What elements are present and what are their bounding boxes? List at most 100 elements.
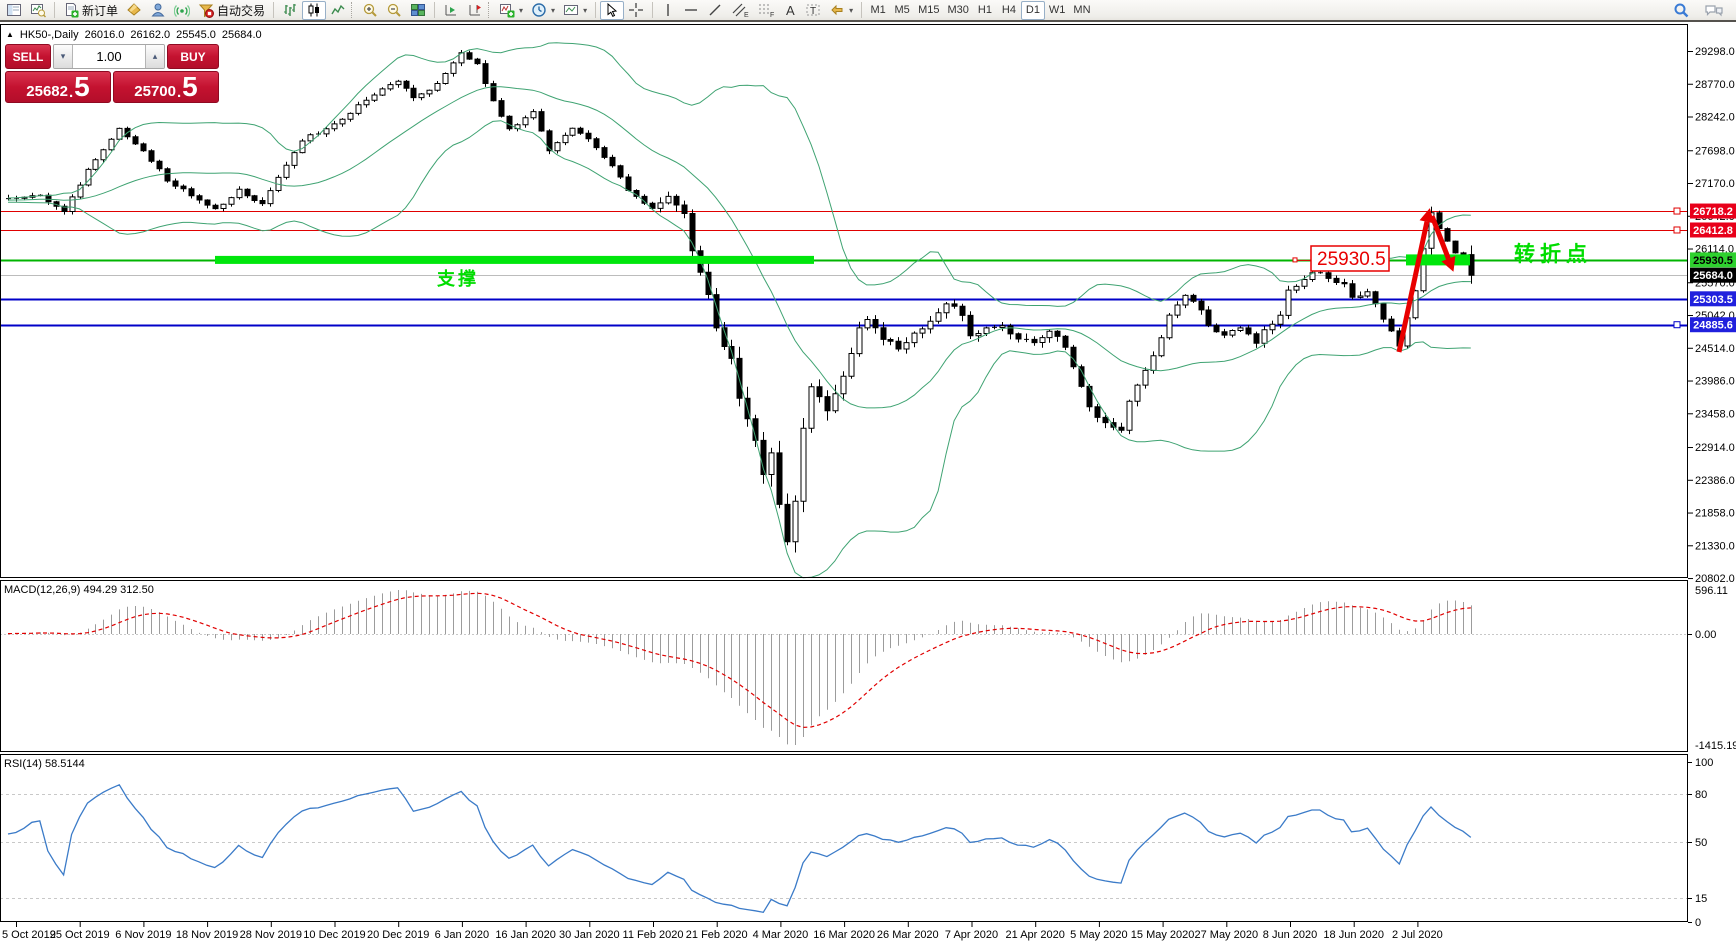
price-badge: 26718.2 <box>1693 206 1733 218</box>
chart-window-body: 29298.028770.028242.027698.027170.026642… <box>0 24 1736 945</box>
trend-arrow <box>1419 208 1435 224</box>
tile-windows-button[interactable] <box>406 1 430 20</box>
chevron-down-icon: ▾ <box>849 5 854 15</box>
volume-stepper: ▾ ▴ <box>53 44 165 69</box>
toolbar: 新订单 自动交易 <box>0 0 1736 22</box>
community-button[interactable] <box>146 1 170 20</box>
auto-scroll-icon <box>443 2 459 18</box>
svg-text:21 Apr 2020: 21 Apr 2020 <box>1006 929 1065 941</box>
buy-button[interactable]: BUY <box>167 44 219 69</box>
zoom-in-button[interactable] <box>358 1 382 20</box>
text-button[interactable]: A <box>779 1 801 20</box>
rsi-panel <box>0 783 1688 914</box>
volume-decrease-button[interactable]: ▾ <box>54 45 73 68</box>
vertical-line-icon <box>661 2 675 18</box>
volume-input[interactable] <box>73 45 145 68</box>
autotrade-button[interactable]: 自动交易 <box>194 1 269 20</box>
sell-price-main: 25682 <box>26 83 68 100</box>
fibonacci-button[interactable]: F <box>753 1 779 20</box>
search-button[interactable] <box>1669 1 1694 20</box>
hline-handles[interactable] <box>1673 207 1681 329</box>
vertical-line-button[interactable] <box>657 1 679 20</box>
panels-button[interactable] <box>2 1 26 20</box>
signals-button[interactable] <box>170 1 194 20</box>
svg-text:23986.0: 23986.0 <box>1695 376 1735 388</box>
chart-window-button[interactable] <box>26 1 50 20</box>
chat-button[interactable] <box>1700 1 1728 20</box>
timeframe-mn-button[interactable]: MN <box>1069 1 1094 20</box>
timeframe-m15-button[interactable]: M15 <box>914 1 943 20</box>
candlestick-button[interactable] <box>302 0 327 20</box>
svg-text:6 Jan 2020: 6 Jan 2020 <box>435 929 489 941</box>
support-label: 支撑 <box>436 268 479 289</box>
svg-text:E: E <box>744 12 749 18</box>
svg-text:27170.0: 27170.0 <box>1695 178 1735 190</box>
svg-text:21330.0: 21330.0 <box>1695 540 1735 552</box>
new-order-button[interactable]: 新订单 <box>59 1 122 20</box>
one-click-trading-panel: SELL ▾ ▴ BUY 25682.5 25700.5 <box>5 44 219 103</box>
auto-scroll-button[interactable] <box>439 1 463 20</box>
new-order-icon <box>63 2 79 18</box>
timeframe-m30-button[interactable]: M30 <box>944 1 973 20</box>
price-badge: 25303.5 <box>1693 294 1733 306</box>
chart-shift-button[interactable] <box>463 1 487 20</box>
zoom-out-button[interactable] <box>382 1 406 20</box>
label-button[interactable]: T <box>801 1 825 20</box>
timeframe-h4-button[interactable]: H4 <box>997 1 1021 20</box>
sell-price-button[interactable]: 25682. 5 <box>5 71 111 103</box>
ohlc-open: 26016.0 <box>84 29 125 41</box>
buy-price-button[interactable]: 25700. 5 <box>113 71 219 103</box>
indicators-button[interactable]: ▾ <box>495 1 527 20</box>
crosshair-button[interactable] <box>624 1 648 20</box>
timeframe-w1-button[interactable]: W1 <box>1045 1 1070 20</box>
svg-text:20802.0: 20802.0 <box>1695 573 1735 585</box>
periods-icon <box>531 2 547 18</box>
trendline-icon <box>707 2 723 18</box>
support-highlight-bar <box>1406 254 1470 266</box>
toolbar-separator <box>351 2 355 18</box>
bar-chart-icon <box>282 2 298 18</box>
price-badge: 24885.6 <box>1693 320 1733 332</box>
templates-button[interactable]: ▾ <box>559 1 591 20</box>
styles-button[interactable] <box>122 1 146 20</box>
sell-price-frac: 5 <box>74 71 90 103</box>
chat-icon <box>1704 2 1724 18</box>
svg-text:50: 50 <box>1695 837 1707 849</box>
shapes-icon <box>829 2 845 18</box>
timeframe-d1-button[interactable]: D1 <box>1020 0 1045 20</box>
toolbar-separator <box>652 2 654 18</box>
line-chart-button[interactable] <box>326 1 350 20</box>
svg-text:8 Jun 2020: 8 Jun 2020 <box>1263 929 1317 941</box>
toolbar-separator <box>488 2 492 18</box>
svg-text:28 Nov 2019: 28 Nov 2019 <box>240 929 302 941</box>
price-badge: 25930.5 <box>1693 255 1733 267</box>
chart-window-icon <box>30 2 46 18</box>
periods-button[interactable]: ▾ <box>527 1 559 20</box>
sell-button[interactable]: SELL <box>5 44 51 69</box>
crosshair-icon <box>628 2 644 18</box>
chart-annotations[interactable]: 25930.5 支撑 转折点 <box>215 208 1592 353</box>
collapse-icon[interactable]: ▲ <box>6 30 14 39</box>
timeframe-m1-button[interactable]: M1 <box>866 1 890 20</box>
svg-text:5 Oct 2019: 5 Oct 2019 <box>2 929 56 941</box>
candlestick-icon <box>306 2 322 18</box>
trendline-button[interactable] <box>703 1 727 20</box>
timeframe-h1-button[interactable]: H1 <box>973 1 997 20</box>
svg-text:4 Mar 2020: 4 Mar 2020 <box>753 929 809 941</box>
horizontal-line-button[interactable] <box>679 1 703 20</box>
toolbar-separator <box>273 2 275 18</box>
channel-button[interactable]: E <box>727 1 753 20</box>
timeframe-m5-button[interactable]: M5 <box>890 1 914 20</box>
price-badge: 25684.0 <box>1693 270 1733 282</box>
svg-text:0: 0 <box>1695 917 1701 929</box>
bar-chart-button[interactable] <box>278 1 302 20</box>
svg-text:22914.0: 22914.0 <box>1695 442 1735 454</box>
cursor-button[interactable] <box>600 0 625 20</box>
text-icon: A <box>783 2 797 18</box>
svg-text:26 Mar 2020: 26 Mar 2020 <box>877 929 939 941</box>
svg-text:20 Dec 2019: 20 Dec 2019 <box>367 929 429 941</box>
volume-increase-button[interactable]: ▴ <box>145 45 164 68</box>
shapes-button[interactable]: ▾ <box>825 1 857 20</box>
svg-text:0.00: 0.00 <box>1695 629 1716 641</box>
